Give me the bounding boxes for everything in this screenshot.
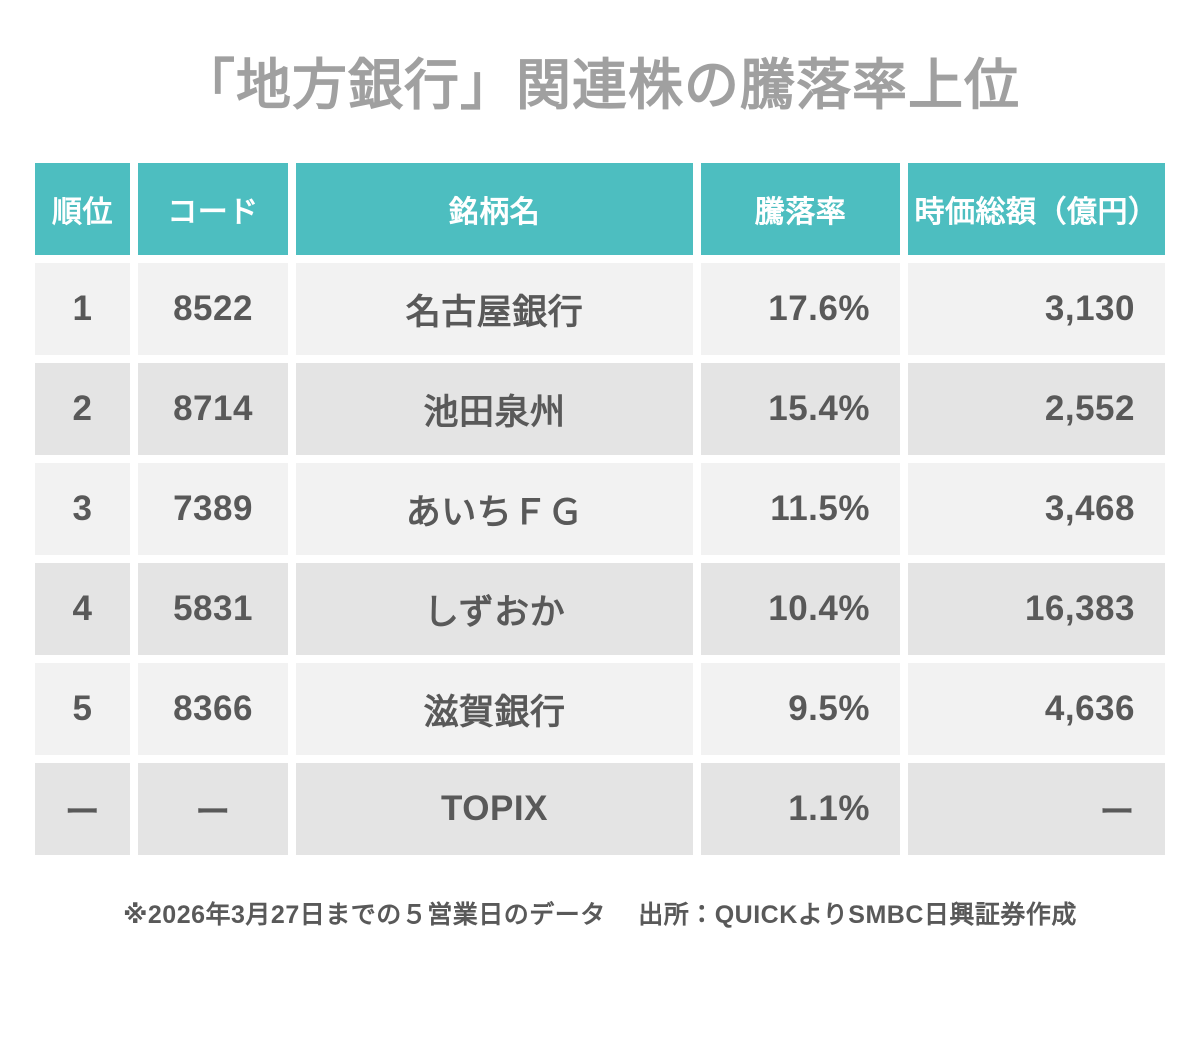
col-header-name: 銘柄名 [296, 163, 693, 256]
cell-stock-name: しずおか [296, 563, 693, 656]
cell-change-rate: 9.5% [701, 663, 900, 756]
cell-rank: ー [35, 763, 130, 856]
cell-market-cap: 4,636 [908, 663, 1165, 756]
cell-rank: 2 [35, 363, 130, 456]
cell-market-cap: 3,468 [908, 463, 1165, 556]
cell-change-rate: 1.1% [701, 763, 900, 856]
cell-market-cap: ー [908, 763, 1165, 856]
data-period-note: ※2026年3月27日までの５営業日のデータ [123, 901, 606, 930]
cell-stock-name: 池田泉州 [296, 363, 693, 456]
col-header-rank: 順位 [35, 163, 130, 256]
cell-rank: 3 [35, 463, 130, 556]
cell-market-cap: 2,552 [908, 363, 1165, 456]
cell-stock-name: TOPIX [296, 763, 693, 856]
cell-change-rate: 17.6% [701, 263, 900, 356]
cell-code: 7389 [138, 463, 288, 556]
cell-rank: 4 [35, 563, 130, 656]
cell-code: 5831 [138, 563, 288, 656]
col-header-market-cap: 時価総額（億円） [908, 163, 1165, 256]
cell-stock-name: あいちＦＧ [296, 463, 693, 556]
col-header-change: 騰落率 [701, 163, 900, 256]
cell-code: 8366 [138, 663, 288, 756]
cell-change-rate: 10.4% [701, 563, 900, 656]
cell-market-cap: 3,130 [908, 263, 1165, 356]
cell-stock-name: 滋賀銀行 [296, 663, 693, 756]
cell-code: 8714 [138, 363, 288, 456]
cell-code: 8522 [138, 263, 288, 356]
cell-rank: 1 [35, 263, 130, 356]
cell-market-cap: 16,383 [908, 563, 1165, 656]
page-title: 「地方銀行」関連株の騰落率上位 [179, 54, 1020, 116]
cell-rank: 5 [35, 663, 130, 756]
cell-change-rate: 11.5% [701, 463, 900, 556]
cell-change-rate: 15.4% [701, 363, 900, 456]
cell-code: ー [138, 763, 288, 856]
footnote: ※2026年3月27日までの５営業日のデータ 出所：QUICKよりSMBC日興証券… [0, 895, 1200, 931]
col-header-code: コード [138, 163, 288, 256]
ranking-table: 順位 コード 銘柄名 騰落率 時価総額（億円） 1 8522 名古屋銀行 17.… [35, 163, 1165, 856]
source-credit: 出所：QUICKよりSMBC日興証券作成 [638, 901, 1077, 930]
cell-stock-name: 名古屋銀行 [296, 263, 693, 356]
